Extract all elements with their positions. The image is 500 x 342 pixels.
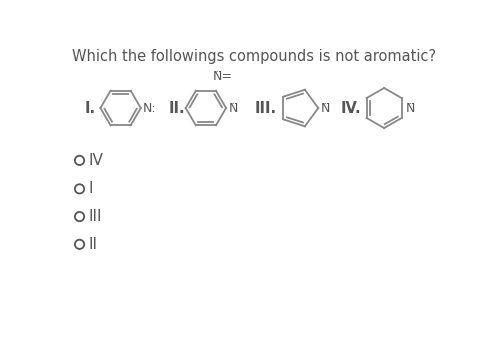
Text: N̈: N̈ bbox=[406, 102, 415, 115]
Text: III: III bbox=[88, 209, 102, 224]
Text: N̈: N̈ bbox=[228, 102, 237, 115]
Text: N̈=: N̈= bbox=[213, 70, 233, 83]
Text: N̈: N̈ bbox=[320, 102, 330, 115]
Text: I.: I. bbox=[85, 101, 96, 116]
Text: II.: II. bbox=[168, 101, 186, 116]
Text: N:: N: bbox=[143, 102, 156, 115]
Text: IV.: IV. bbox=[340, 101, 361, 116]
Text: I: I bbox=[88, 181, 92, 196]
Text: Which the followings compounds is not aromatic?: Which the followings compounds is not ar… bbox=[72, 49, 436, 64]
Text: II: II bbox=[88, 237, 97, 252]
Text: III.: III. bbox=[254, 101, 277, 116]
Text: IV: IV bbox=[88, 153, 103, 168]
